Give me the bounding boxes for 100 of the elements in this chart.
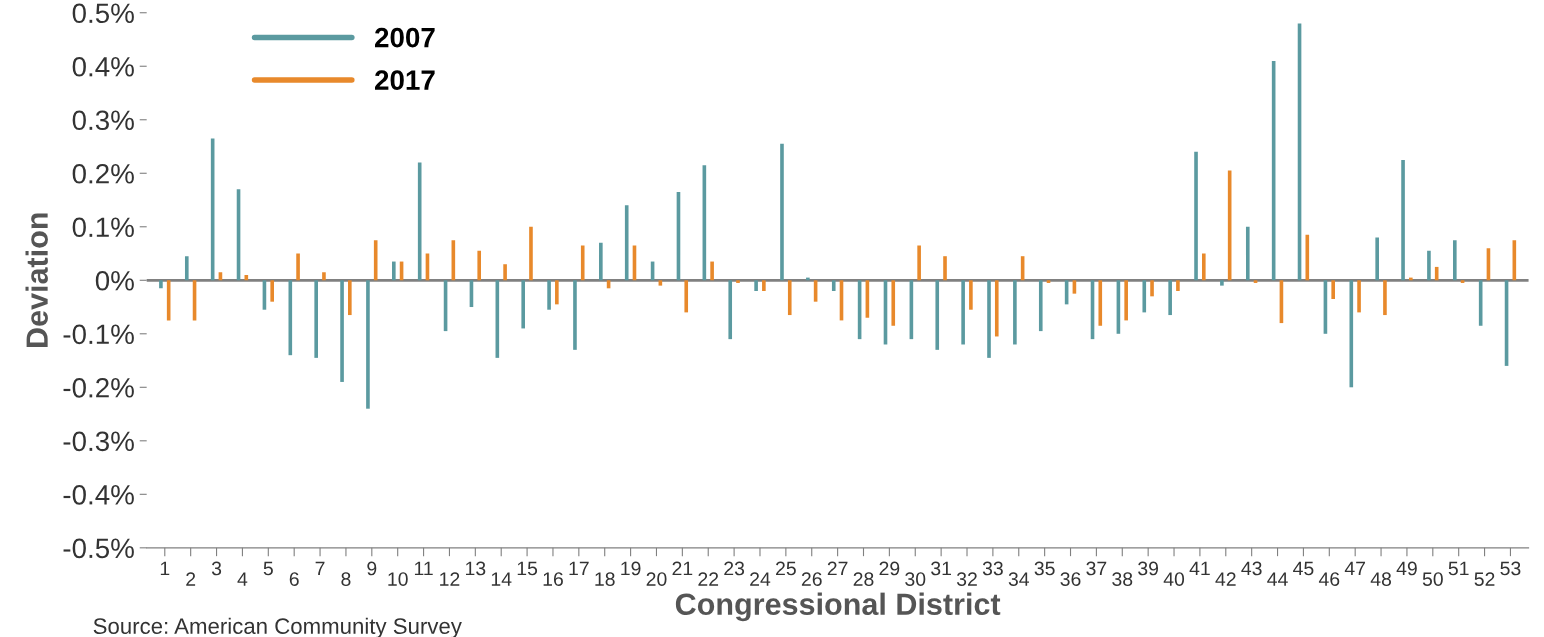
x-tick-label: 8 <box>341 572 351 586</box>
bar <box>314 280 318 358</box>
bar <box>1168 280 1172 316</box>
x-tick-label: 35 <box>1034 561 1055 576</box>
bar <box>322 272 326 281</box>
bar <box>599 242 603 281</box>
x-tick-label: 21 <box>672 561 693 576</box>
bar <box>580 245 585 281</box>
x-tick-label: 48 <box>1370 572 1392 586</box>
x-tick-label: 27 <box>827 561 848 576</box>
x-tick-label: 49 <box>1396 561 1417 576</box>
x-tick-label: 9 <box>367 561 377 576</box>
bar <box>1098 280 1103 326</box>
y-tick-label: 0.2% <box>72 163 134 184</box>
bar <box>270 280 274 302</box>
bar <box>1375 237 1379 281</box>
bar <box>1383 280 1387 316</box>
bar <box>373 240 378 281</box>
bar <box>1453 240 1457 281</box>
y-tick-label: 0.1% <box>72 217 134 238</box>
bar <box>1460 280 1465 283</box>
x-tick-label: 29 <box>879 561 900 576</box>
x-tick-label: 15 <box>517 561 538 576</box>
bar <box>1349 280 1354 388</box>
x-tick-label: 51 <box>1448 561 1469 576</box>
x-tick-label: 1 <box>160 561 170 576</box>
x-tick-label: 47 <box>1344 561 1366 576</box>
bar <box>624 205 629 281</box>
legend-label: 2017 <box>375 70 435 90</box>
x-tick-label: 39 <box>1138 561 1159 576</box>
bar <box>348 280 352 316</box>
bar <box>340 280 344 382</box>
bar <box>1427 250 1431 281</box>
x-tick-label: 5 <box>263 561 273 576</box>
bar <box>503 264 507 281</box>
bar <box>987 280 991 358</box>
bar <box>1253 280 1258 283</box>
bar <box>917 245 921 281</box>
x-tick-label: 14 <box>491 572 512 586</box>
x-axis-title: Congressional District <box>675 592 1001 622</box>
x-tick-label: 32 <box>956 572 977 586</box>
bar <box>1357 280 1361 313</box>
x-tick-label: 52 <box>1474 572 1495 586</box>
bar <box>1245 226 1250 281</box>
bar <box>969 280 973 310</box>
x-tick-label: 30 <box>905 572 926 586</box>
x-tick-label: 44 <box>1267 572 1288 586</box>
bar <box>994 280 999 337</box>
bar <box>935 280 940 350</box>
x-tick-label: 17 <box>569 561 589 576</box>
x-tick-label: 26 <box>801 572 822 586</box>
bar <box>184 256 189 281</box>
x-tick-label: 24 <box>750 572 771 586</box>
bar <box>736 280 740 283</box>
x-tick-label: 50 <box>1422 572 1443 586</box>
x-tick-label: 4 <box>237 572 248 586</box>
bar <box>1201 253 1206 281</box>
x-tick-label: 43 <box>1241 561 1262 576</box>
x-tick-label: 6 <box>289 572 299 586</box>
bar <box>943 256 947 281</box>
bar <box>573 280 577 350</box>
x-tick-label: 18 <box>595 572 615 586</box>
bar <box>1401 159 1405 281</box>
x-tick-label: 33 <box>982 561 1003 576</box>
x-tick-label: 37 <box>1086 561 1107 576</box>
x-tick-label: 25 <box>776 561 796 576</box>
bar <box>1046 280 1051 283</box>
x-tick-label: 2 <box>186 572 196 586</box>
bar <box>417 162 422 281</box>
x-tick-label: 12 <box>440 572 460 586</box>
x-tick-label: 42 <box>1215 572 1236 586</box>
x-tick-label: 31 <box>931 561 951 576</box>
x-tick-label: 41 <box>1189 561 1210 576</box>
bar <box>366 280 370 409</box>
x-tick-label: 13 <box>466 561 486 576</box>
x-tick-label: 36 <box>1060 572 1081 586</box>
y-tick-label: -0.2% <box>63 377 134 398</box>
y-tick-label: -0.5% <box>63 538 134 559</box>
x-tick-label: 19 <box>621 561 641 576</box>
legend-label: 2007 <box>375 27 435 48</box>
bar <box>477 250 482 281</box>
x-tick-label: 20 <box>646 572 667 586</box>
bar <box>762 280 766 291</box>
bar <box>831 280 836 291</box>
bar <box>684 280 689 313</box>
bar <box>288 280 293 356</box>
x-tick-label: 45 <box>1293 561 1314 576</box>
y-axis-title: Deviation <box>25 213 48 347</box>
bar <box>547 280 551 310</box>
x-tick-label: 7 <box>315 561 325 576</box>
x-tick-label: 10 <box>388 572 408 586</box>
x-tick-label: 53 <box>1500 561 1521 576</box>
y-tick-label: 0.3% <box>72 110 134 131</box>
bar <box>159 280 163 289</box>
bar <box>1220 280 1224 286</box>
bar <box>521 280 526 329</box>
bar <box>392 261 396 281</box>
bar <box>1305 234 1310 281</box>
bar <box>529 226 533 281</box>
bar <box>1142 280 1147 313</box>
